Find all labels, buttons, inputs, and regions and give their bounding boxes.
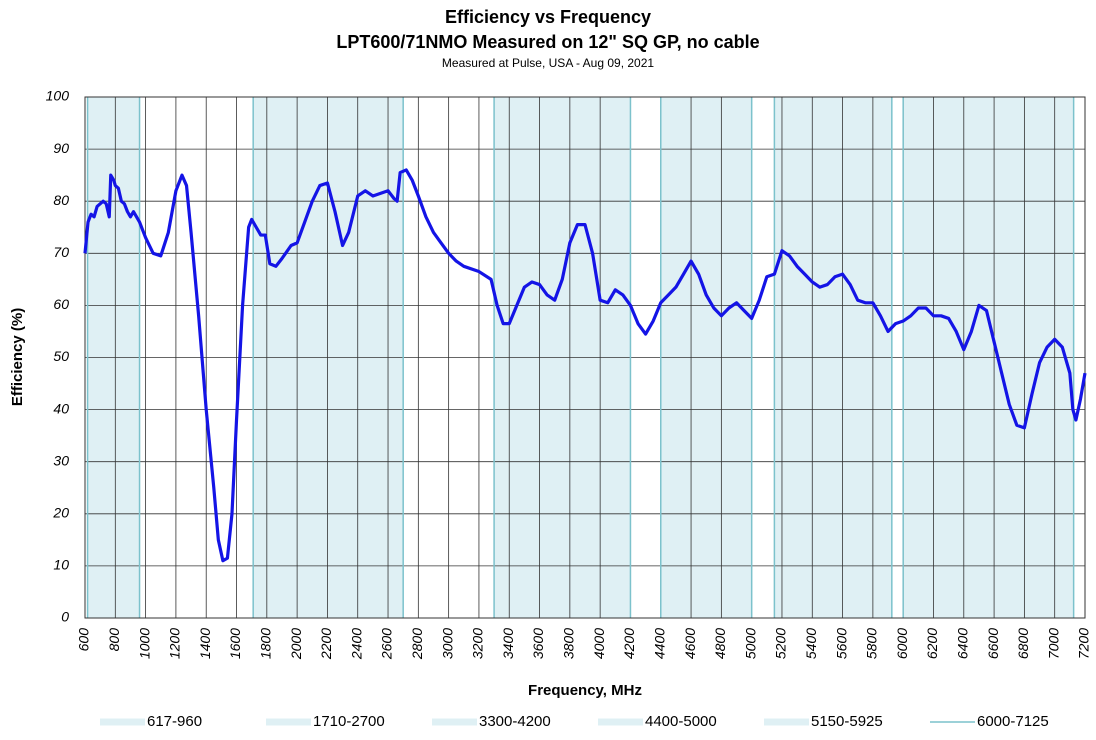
x-tick-label: 1000 bbox=[136, 628, 152, 659]
x-tick-label: 4600 bbox=[682, 628, 698, 659]
y-tick-label: 100 bbox=[46, 88, 70, 104]
y-axis-label: Efficiency (%) bbox=[9, 308, 26, 406]
x-tick-label: 5600 bbox=[833, 628, 849, 659]
x-tick-label: 3400 bbox=[500, 628, 516, 659]
x-tick-label: 6800 bbox=[1015, 628, 1031, 659]
x-tick-label: 4400 bbox=[651, 628, 667, 659]
x-tick-label: 3000 bbox=[439, 628, 455, 659]
y-tick-label: 20 bbox=[52, 505, 69, 521]
x-tick-label: 4200 bbox=[621, 628, 637, 659]
x-tick-label: 600 bbox=[76, 628, 92, 652]
x-tick-label: 2400 bbox=[348, 628, 364, 660]
y-tick-label: 90 bbox=[53, 140, 69, 156]
x-tick-label: 3600 bbox=[530, 628, 546, 659]
x-axis-label: Frequency, MHz bbox=[528, 682, 642, 699]
x-tick-label: 3800 bbox=[561, 628, 577, 659]
x-tick-label: 3200 bbox=[470, 628, 486, 659]
x-tick-label: 5400 bbox=[803, 628, 819, 659]
y-tick-label: 40 bbox=[53, 400, 69, 416]
chart-caption: Measured at Pulse, USA - Aug 09, 2021 bbox=[442, 56, 654, 70]
y-tick-label: 50 bbox=[53, 348, 69, 364]
x-tick-label: 2600 bbox=[379, 628, 395, 660]
x-tick-label: 1800 bbox=[258, 628, 274, 659]
legend-label: 5150-5925 bbox=[811, 713, 883, 730]
legend-label: 4400-5000 bbox=[645, 713, 717, 730]
legend-label: 6000-7125 bbox=[977, 713, 1049, 730]
legend-label: 617-960 bbox=[147, 713, 202, 730]
x-tick-label: 7000 bbox=[1045, 628, 1061, 659]
y-tick-label: 60 bbox=[53, 296, 69, 312]
x-tick-label: 5200 bbox=[773, 628, 789, 659]
x-tick-label: 6600 bbox=[985, 628, 1001, 659]
plot-border bbox=[84, 96, 1086, 619]
line-series bbox=[83, 168, 1087, 563]
x-tick-label: 4800 bbox=[712, 628, 728, 659]
y-tick-label: 30 bbox=[53, 452, 69, 468]
x-tick-label: 2200 bbox=[318, 628, 334, 660]
y-tick-label: 10 bbox=[53, 557, 69, 573]
y-tick-label: 80 bbox=[53, 192, 69, 208]
x-tick-label: 2800 bbox=[409, 628, 425, 660]
x-tick-label: 4000 bbox=[591, 628, 607, 659]
chart-title: Efficiency vs Frequency bbox=[445, 7, 651, 27]
y-tick-label: 70 bbox=[53, 244, 69, 260]
legend-label: 3300-4200 bbox=[479, 713, 551, 730]
x-tick-label: 5800 bbox=[864, 628, 880, 659]
x-tick-label: 800 bbox=[106, 628, 122, 652]
x-tick-label: 5000 bbox=[742, 628, 758, 659]
x-tick-label: 6200 bbox=[924, 628, 940, 659]
x-tick-label: 2000 bbox=[288, 628, 304, 660]
x-tick-label: 6000 bbox=[894, 628, 910, 659]
x-tick-label: 7200 bbox=[1076, 628, 1092, 659]
x-tick-label: 1200 bbox=[167, 628, 183, 659]
y-tick-label: 0 bbox=[61, 609, 69, 625]
chart-subtitle: LPT600/71NMO Measured on 12" SQ GP, no c… bbox=[336, 32, 759, 52]
x-tick-label: 6400 bbox=[954, 628, 970, 659]
x-tick-label: 1600 bbox=[227, 628, 243, 659]
legend-label: 1710-2700 bbox=[313, 713, 385, 730]
x-tick-label: 1400 bbox=[197, 628, 213, 659]
